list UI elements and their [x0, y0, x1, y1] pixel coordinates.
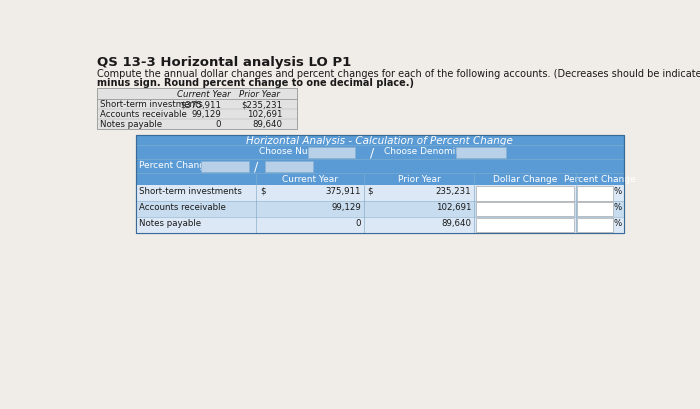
Text: %: %: [613, 187, 622, 196]
Bar: [578, 218, 613, 232]
Text: /: /: [370, 147, 374, 160]
Text: Prior Year: Prior Year: [398, 175, 440, 184]
Text: $: $: [260, 187, 266, 196]
Bar: [136, 217, 624, 233]
Text: Percent Change: Percent Change: [564, 175, 636, 184]
Text: 0: 0: [356, 219, 361, 228]
Text: 102,691: 102,691: [247, 110, 283, 119]
Text: Choose Numerator:: Choose Numerator:: [259, 147, 346, 156]
Bar: [456, 147, 506, 157]
Bar: [136, 185, 624, 201]
Text: Notes payable: Notes payable: [100, 121, 162, 130]
Text: Notes payable: Notes payable: [139, 219, 201, 228]
Bar: [476, 202, 574, 216]
Text: Accounts receivable: Accounts receivable: [139, 203, 225, 212]
Text: Current Year: Current Year: [177, 90, 230, 99]
Text: Compute the annual dollar changes and percent changes for each of the following : Compute the annual dollar changes and pe…: [97, 69, 700, 79]
Bar: [265, 161, 313, 171]
Text: 99,129: 99,129: [331, 203, 361, 212]
Bar: [97, 88, 297, 129]
Bar: [578, 186, 613, 200]
Bar: [309, 147, 355, 157]
Bar: [97, 88, 297, 129]
Bar: [202, 161, 249, 171]
Text: Current Year: Current Year: [282, 175, 338, 184]
Text: Dollar Change: Dollar Change: [493, 175, 557, 184]
Text: 89,640: 89,640: [441, 219, 471, 228]
Bar: [476, 218, 574, 232]
Text: 99,129: 99,129: [191, 110, 220, 119]
Text: %: %: [613, 203, 622, 212]
Text: Percent Change =: Percent Change =: [139, 161, 220, 170]
Text: Accounts receivable: Accounts receivable: [100, 110, 187, 119]
Text: minus sign. Round percent change to one decimal place.): minus sign. Round percent change to one …: [97, 78, 414, 88]
Bar: [476, 186, 574, 200]
Bar: [136, 135, 624, 233]
Text: 102,691: 102,691: [435, 203, 471, 212]
Text: %: %: [613, 219, 622, 228]
Text: 375,911: 375,911: [326, 187, 361, 196]
Text: Prior Year: Prior Year: [239, 90, 280, 99]
Text: $235,231: $235,231: [241, 100, 283, 109]
Bar: [136, 135, 624, 233]
Text: $375,911: $375,911: [180, 100, 220, 109]
Text: QS 13-3 Horizontal analysis LO P1: QS 13-3 Horizontal analysis LO P1: [97, 56, 351, 69]
Bar: [136, 201, 624, 217]
Text: 0: 0: [216, 121, 220, 130]
Text: Choose Denominator:: Choose Denominator:: [384, 147, 482, 156]
Bar: [578, 202, 613, 216]
Text: Short-term investments: Short-term investments: [139, 187, 241, 196]
Text: /: /: [253, 161, 258, 174]
Text: 235,231: 235,231: [435, 187, 471, 196]
Text: Horizontal Analysis - Calculation of Percent Change: Horizontal Analysis - Calculation of Per…: [246, 136, 513, 146]
Text: Short-term investments: Short-term investments: [100, 100, 203, 109]
Text: $: $: [368, 187, 373, 196]
Text: 89,640: 89,640: [253, 121, 283, 130]
